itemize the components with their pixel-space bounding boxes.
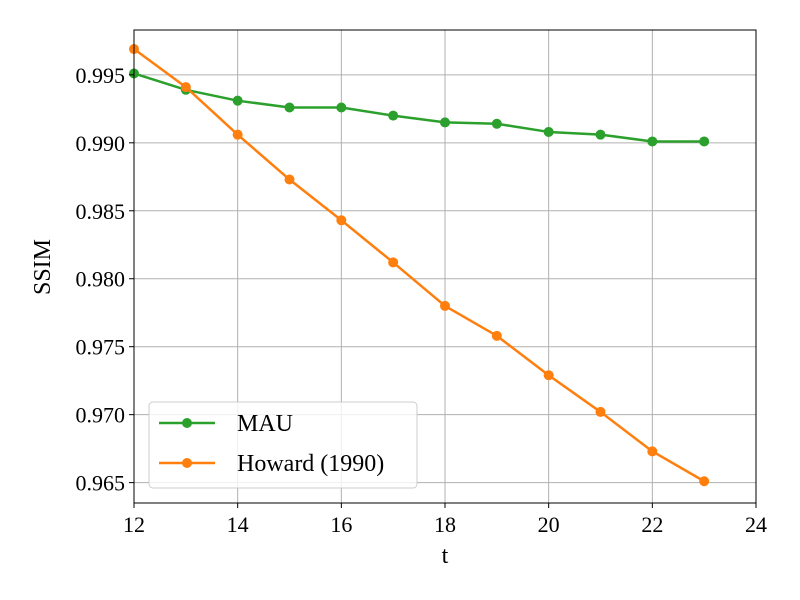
data-point-mau: [232, 95, 243, 106]
data-point-mau: [647, 136, 658, 147]
legend-label-mau: MAU: [237, 411, 293, 437]
y-tick-label: 0.965: [76, 471, 126, 496]
data-point-howard: [595, 406, 606, 417]
x-tick-label: 20: [538, 512, 560, 537]
data-point-mau: [543, 126, 554, 137]
x-axis-label: t: [442, 543, 449, 569]
x-tick-label: 12: [123, 512, 145, 537]
legend-box: [148, 401, 418, 489]
data-point-howard: [699, 476, 710, 487]
data-point-howard: [388, 257, 399, 268]
legend-marker-mau: [182, 418, 192, 428]
series-line-mau: [133, 72, 705, 143]
legend: MAU Howard (1990): [148, 401, 418, 489]
data-point-howard: [491, 330, 502, 341]
x-axis-ticks: 12 14 16 18 20 22 24: [123, 503, 767, 537]
data-point-howard: [180, 82, 191, 93]
y-tick-label: 0.970: [76, 403, 126, 428]
data-point-mau: [388, 110, 399, 121]
data-point-mau: [440, 117, 450, 128]
x-tick-label: 24: [745, 512, 767, 537]
data-point-howard: [284, 174, 295, 185]
y-tick-label: 0.995: [76, 63, 126, 88]
series-howard: [129, 44, 710, 487]
data-point-howard: [336, 215, 347, 226]
legend-marker-howard: [182, 458, 192, 468]
data-point-howard: [543, 370, 554, 381]
series-line-howard: [133, 48, 705, 483]
x-tick-label: 16: [330, 512, 352, 537]
x-tick-label: 14: [227, 512, 249, 537]
y-tick-label: 0.975: [76, 335, 126, 360]
data-point-mau: [336, 102, 347, 113]
x-tick-label: 22: [641, 512, 663, 537]
x-tick-label: 18: [434, 512, 456, 537]
series-layer: [129, 44, 710, 487]
y-tick-label: 0.980: [76, 267, 126, 292]
data-point-mau: [284, 102, 295, 113]
data-point-howard: [647, 446, 658, 457]
series-mau: [129, 68, 710, 147]
data-point-mau: [595, 129, 606, 140]
y-tick-label: 0.985: [76, 199, 126, 224]
y-tick-label: 0.990: [76, 131, 126, 156]
data-point-mau: [699, 136, 710, 147]
y-axis-ticks: 0.965 0.970 0.975 0.980 0.985 0.990 0.995: [76, 63, 134, 496]
data-point-howard: [232, 129, 243, 140]
y-axis-label: SSIM: [30, 239, 56, 295]
data-point-howard: [440, 300, 450, 311]
legend-label-howard: Howard (1990): [237, 451, 384, 477]
data-point-mau: [491, 118, 502, 129]
